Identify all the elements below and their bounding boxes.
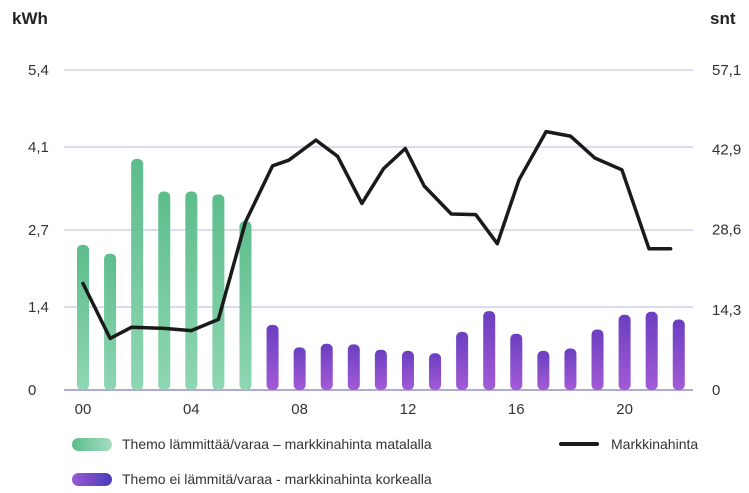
x-tick-label: 12: [400, 401, 417, 418]
bar: [591, 329, 604, 390]
bar: [77, 244, 89, 390]
left-tick-label: 0: [28, 382, 36, 399]
right-tick-label: 14,3: [712, 302, 741, 319]
bar: [672, 319, 685, 390]
right-axis-unit: snt: [710, 9, 736, 28]
right-tick-label: 0: [712, 382, 720, 399]
legend-item-green: Themo lämmittää/varaa – markkinahinta ma…: [72, 436, 432, 452]
price-line: [81, 129, 673, 341]
bar: [401, 350, 414, 390]
bar: [510, 333, 523, 390]
x-axis-ticks: 00 04 08 12 16 20: [75, 401, 633, 418]
legend-swatch-green: [72, 437, 112, 451]
right-tick-label: 42,9: [712, 142, 741, 159]
bar: [320, 343, 333, 390]
bar: [645, 311, 658, 390]
bar: [456, 331, 469, 390]
bar: [293, 347, 306, 390]
bar: [212, 194, 225, 390]
right-tick-label: 28,6: [712, 222, 741, 239]
bar: [374, 349, 387, 390]
bar: [564, 348, 577, 390]
x-tick-label: 20: [616, 401, 633, 418]
legend-swatch-purple: [72, 472, 112, 486]
legend-label-green: Themo lämmittää/varaa – markkinahinta ma…: [122, 436, 432, 452]
bar: [483, 311, 496, 390]
right-axis-ticks: 0 14,3 28,6 42,9 57,1: [712, 62, 741, 399]
legend-label-purple: Themo ei lämmitä/varaa - markkinahinta k…: [122, 471, 432, 487]
bar: [239, 221, 252, 390]
bar: [618, 314, 631, 390]
right-tick-label: 57,1: [712, 62, 741, 79]
price-line-group: [81, 129, 673, 341]
left-tick-label: 5,4: [28, 62, 49, 79]
bars: [77, 158, 685, 390]
bar: [347, 344, 360, 390]
bar: [537, 350, 550, 390]
bar: [266, 324, 279, 390]
bar: [185, 191, 198, 390]
left-axis-unit: kWh: [12, 9, 48, 28]
bar: [158, 191, 171, 390]
bar: [429, 353, 442, 390]
bar: [104, 253, 117, 390]
left-axis-ticks: 0 1,4 2,7 4,1 5,4: [28, 62, 49, 399]
left-tick-label: 2,7: [28, 222, 49, 239]
x-tick-label: 00: [75, 401, 92, 418]
x-tick-label: 08: [291, 401, 308, 418]
legend-swatch-line: [559, 442, 599, 446]
left-tick-label: 1,4: [28, 299, 49, 316]
x-tick-label: 16: [508, 401, 525, 418]
legend-label-line: Markkinahinta: [611, 436, 699, 452]
x-tick-label: 04: [183, 401, 200, 418]
legend-item-purple: Themo ei lämmitä/varaa - markkinahinta k…: [72, 471, 432, 487]
bar: [131, 158, 144, 390]
legend-item-line: Markkinahinta: [559, 436, 698, 452]
left-tick-label: 4,1: [28, 139, 49, 156]
